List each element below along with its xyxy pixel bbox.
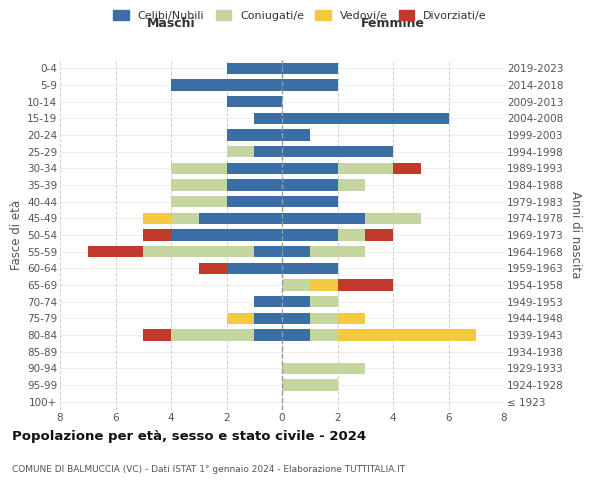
Bar (282, 146, 393, 158)
Bar (227, 130, 282, 140)
Bar (199, 262, 227, 274)
Bar (282, 312, 310, 324)
Bar (143, 330, 171, 340)
Text: Femmine: Femmine (361, 17, 425, 30)
Bar (254, 112, 282, 124)
Bar (282, 380, 337, 390)
Bar (143, 212, 171, 224)
Bar (310, 246, 365, 258)
Bar (393, 162, 421, 174)
Bar (143, 246, 254, 258)
Bar (254, 296, 282, 308)
Bar (282, 246, 310, 258)
Bar (337, 180, 365, 190)
Bar (337, 312, 365, 324)
Bar (282, 230, 337, 240)
Bar (171, 180, 227, 190)
Bar (227, 180, 282, 190)
Bar (365, 230, 393, 240)
Bar (171, 162, 227, 174)
Bar (310, 330, 337, 340)
Bar (227, 162, 282, 174)
Bar (282, 330, 310, 340)
Bar (171, 230, 282, 240)
Y-axis label: Anni di nascita: Anni di nascita (569, 192, 582, 278)
Bar (227, 62, 282, 74)
Bar (365, 212, 421, 224)
Bar (171, 330, 254, 340)
Bar (282, 130, 310, 140)
Bar (254, 330, 282, 340)
Bar (254, 246, 282, 258)
Bar (171, 212, 199, 224)
Text: Popolazione per età, sesso e stato civile - 2024: Popolazione per età, sesso e stato civil… (12, 430, 366, 443)
Bar (88, 246, 143, 258)
Bar (282, 112, 449, 124)
Bar (337, 230, 365, 240)
Bar (282, 180, 337, 190)
Y-axis label: Fasce di età: Fasce di età (10, 200, 23, 270)
Bar (227, 196, 282, 207)
Bar (171, 80, 282, 90)
Legend: Celibi/Nubili, Coniugati/e, Vedovi/e, Divorziati/e: Celibi/Nubili, Coniugati/e, Vedovi/e, Di… (109, 6, 491, 25)
Bar (227, 146, 254, 158)
Bar (227, 262, 282, 274)
Bar (310, 280, 337, 290)
Bar (282, 162, 337, 174)
Bar (282, 280, 310, 290)
Bar (310, 312, 337, 324)
Bar (282, 296, 310, 308)
Bar (199, 212, 282, 224)
Bar (254, 146, 282, 158)
Text: COMUNE DI BALMUCCIA (VC) - Dati ISTAT 1° gennaio 2024 - Elaborazione TUTTITALIA.: COMUNE DI BALMUCCIA (VC) - Dati ISTAT 1°… (12, 465, 405, 474)
Bar (282, 196, 337, 207)
Bar (337, 162, 393, 174)
Text: Maschi: Maschi (146, 17, 196, 30)
Bar (337, 330, 476, 340)
Bar (171, 196, 227, 207)
Bar (282, 80, 337, 90)
Bar (282, 62, 337, 74)
Bar (282, 212, 365, 224)
Bar (310, 296, 337, 308)
Bar (282, 362, 365, 374)
Bar (227, 312, 254, 324)
Bar (143, 230, 171, 240)
Bar (337, 280, 393, 290)
Bar (282, 262, 337, 274)
Bar (254, 312, 282, 324)
Bar (227, 96, 282, 108)
